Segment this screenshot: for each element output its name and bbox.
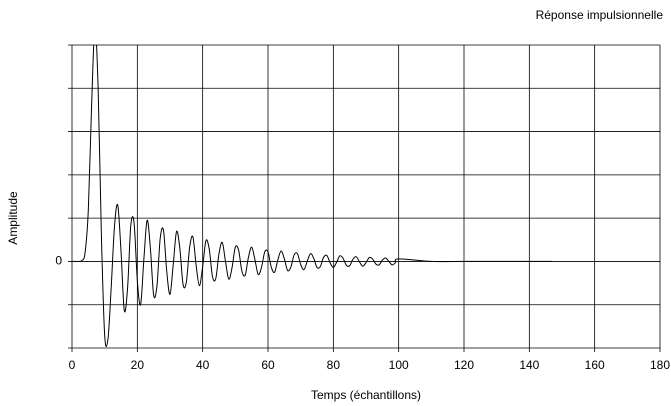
x-axis-label: Temps (échantillons) bbox=[311, 388, 421, 402]
x-tick-label: 160 bbox=[585, 358, 605, 372]
x-tick-label: 0 bbox=[69, 358, 76, 372]
x-tick-label: 120 bbox=[454, 358, 474, 372]
x-tick-label: 100 bbox=[389, 358, 409, 372]
chart-title: Réponse impulsionnelle bbox=[536, 8, 664, 22]
x-tick-label: 60 bbox=[261, 358, 275, 372]
x-tick-label: 80 bbox=[327, 358, 341, 372]
x-tick-label: 40 bbox=[196, 358, 210, 372]
x-tick-label: 140 bbox=[519, 358, 539, 372]
data-line bbox=[72, 45, 553, 348]
y-axis-label: Amplitude bbox=[6, 191, 20, 245]
x-tick-label: 180 bbox=[650, 358, 670, 372]
y-tick-label: 0 bbox=[55, 254, 62, 268]
x-tick-label: 20 bbox=[131, 358, 145, 372]
